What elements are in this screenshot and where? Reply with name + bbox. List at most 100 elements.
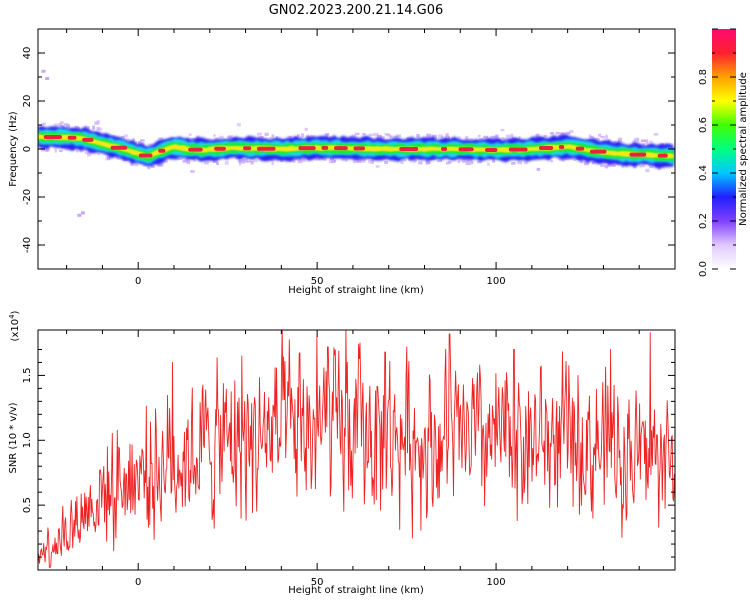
- halo-speckle: [228, 137, 233, 140]
- halo-speckle: [618, 139, 623, 144]
- halo-speckle: [464, 136, 469, 141]
- halo-speckle: [468, 138, 474, 141]
- ridge-peak: [485, 148, 498, 153]
- snr-y-ticks: 0.5 1.0 1.5: [22, 348, 675, 558]
- x-tick-label: 100: [487, 276, 506, 287]
- halo-speckle: [323, 157, 327, 161]
- halo-speckle: [370, 160, 374, 165]
- halo-speckle: [213, 159, 218, 163]
- halo-speckle: [605, 134, 608, 137]
- colorbar-tick-label: 0.6: [698, 117, 709, 133]
- halo-speckle: [418, 161, 423, 165]
- halo-speckle: [305, 135, 309, 138]
- halo-speckle: [362, 132, 366, 136]
- ridge-peak: [321, 145, 329, 150]
- outlier-speckle: [77, 213, 82, 217]
- ridge-peak: [243, 146, 252, 151]
- colorbar-tick-label: 0.0: [698, 261, 709, 277]
- halo-speckle: [310, 135, 316, 139]
- halo-speckle: [648, 140, 653, 143]
- halo-speckle: [269, 136, 274, 140]
- halo-speckle: [148, 143, 153, 147]
- ridge-peak: [657, 153, 668, 158]
- halo-speckle: [40, 147, 46, 152]
- halo-speckle: [639, 165, 642, 168]
- halo-speckle: [133, 141, 138, 144]
- colorbar-tick-label: 0.4: [698, 165, 709, 181]
- halo-speckle: [329, 157, 335, 161]
- halo-speckle: [605, 136, 609, 139]
- y-tick-label: 20: [22, 95, 33, 108]
- halo-speckle: [645, 139, 649, 144]
- halo-speckle: [162, 159, 168, 163]
- halo-speckle: [82, 147, 88, 151]
- halo-speckle: [368, 160, 371, 164]
- ridge-peak: [43, 135, 62, 139]
- halo-speckle: [368, 133, 374, 137]
- halo-speckle: [297, 159, 303, 164]
- halo-speckle: [589, 135, 595, 138]
- colorbar-tick-label: 0.8: [698, 69, 709, 85]
- halo-speckle: [271, 134, 275, 137]
- halo-speckle: [216, 162, 219, 165]
- colorbar-label: Normalized spectral amplitude: [738, 72, 749, 226]
- halo-speckle: [517, 161, 523, 165]
- halo-speckle: [621, 164, 624, 169]
- halo-speckle: [501, 137, 505, 141]
- halo-speckle: [461, 159, 467, 163]
- ridge-peak: [298, 146, 316, 151]
- halo-speckle: [363, 158, 366, 161]
- spectrogram-panel: 0 50 100 -40 -20 0 20 40 Height of straight li…: [8, 28, 676, 296]
- ridge-peak: [558, 145, 565, 150]
- halo-speckle: [158, 137, 163, 140]
- halo-speckle: [427, 161, 431, 165]
- snr-series-line: [38, 330, 675, 568]
- halo-speckle: [518, 136, 521, 139]
- halo-speckle: [466, 159, 470, 162]
- halo-speckle: [140, 139, 145, 142]
- halo-speckle: [59, 149, 63, 153]
- snr-panel: 0 50 100 0.5 1.0 1.5 Height of straight line…: [8, 310, 676, 596]
- halo-speckle: [216, 137, 220, 141]
- halo-speckle: [426, 133, 431, 138]
- snr-x-axis-label: Height of straight line (km): [288, 585, 424, 596]
- halo-speckle: [253, 159, 258, 163]
- halo-speckle: [445, 133, 449, 138]
- outlier-speckle: [41, 69, 46, 73]
- halo-speckle: [492, 159, 496, 163]
- halo-speckle: [257, 132, 262, 136]
- halo-speckle: [138, 141, 142, 144]
- halo-speckle: [446, 161, 450, 165]
- halo-speckle: [59, 121, 64, 124]
- halo-speckle: [185, 159, 189, 162]
- ridge-peak: [589, 149, 607, 154]
- outlier-speckle: [45, 77, 50, 80]
- y-tick-label: 1.0: [22, 432, 33, 448]
- halo-speckle: [132, 138, 135, 142]
- halo-speckle: [556, 156, 560, 160]
- halo-speckle: [647, 164, 653, 167]
- halo-speckle: [431, 134, 437, 139]
- halo-speckle: [299, 136, 303, 140]
- snr-frame: [37, 329, 676, 571]
- halo-speckle: [246, 160, 252, 163]
- halo-speckle: [487, 162, 490, 166]
- ridge-band: [38, 134, 674, 159]
- x-tick-label: 100: [487, 577, 506, 588]
- halo-speckle: [569, 129, 574, 134]
- halo-speckle: [130, 162, 134, 167]
- halo-speckle: [186, 160, 191, 165]
- halo-speckle: [303, 157, 306, 161]
- halo-speckle: [41, 122, 44, 126]
- ridge-peak: [333, 146, 348, 151]
- halo-speckle: [54, 148, 57, 153]
- halo-speckle: [66, 124, 70, 128]
- halo-speckle: [219, 135, 224, 140]
- halo-speckle: [617, 137, 623, 141]
- halo-speckle: [190, 138, 196, 143]
- halo-speckle: [63, 123, 66, 126]
- halo-speckle: [287, 135, 291, 140]
- spectrogram-y-ticks: -40 -20 0 20 40: [22, 28, 675, 270]
- halo-speckle: [483, 135, 489, 139]
- halo-speckle: [498, 137, 501, 140]
